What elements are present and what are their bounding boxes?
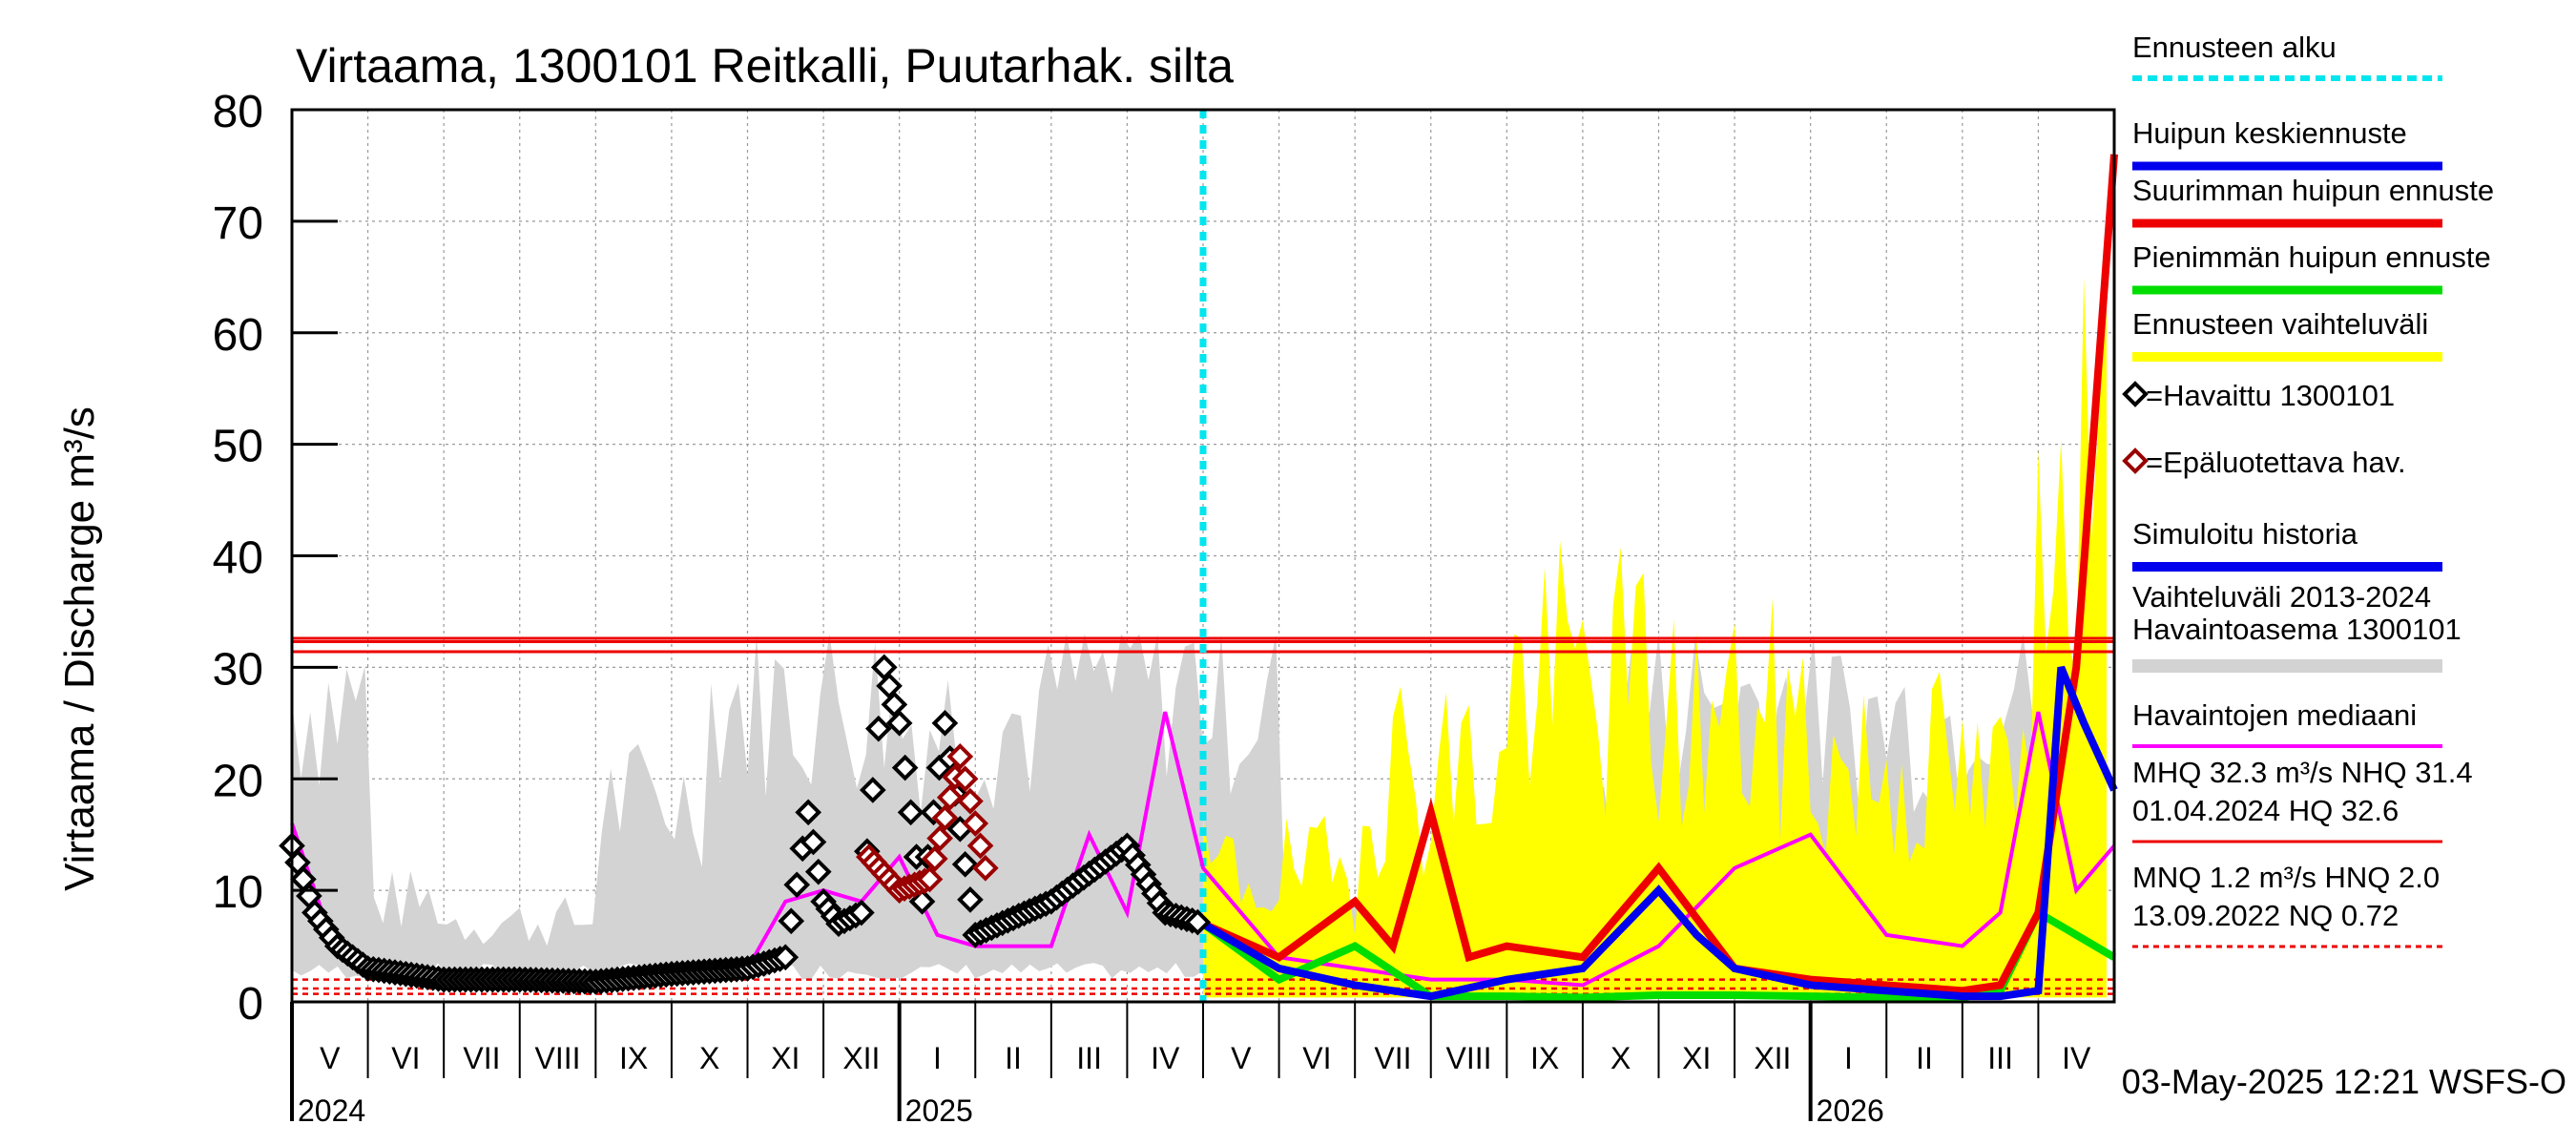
legend-marker xyxy=(2122,381,2149,407)
x-month-label: II xyxy=(1005,1041,1022,1075)
legend-label: =Epäluotettava hav. xyxy=(2146,446,2406,479)
observed-marker xyxy=(908,887,936,915)
legend-label: Pienimmän huipun ennuste xyxy=(2132,240,2491,274)
x-month-label: III xyxy=(1987,1041,2013,1075)
unreliable-marker xyxy=(936,783,964,811)
unreliable-marker xyxy=(962,810,989,837)
x-month-label: II xyxy=(1916,1041,1933,1075)
x-month-label: VII xyxy=(1374,1041,1411,1075)
x-month-label: XII xyxy=(842,1041,880,1075)
legend-label: Huipun keskiennuste xyxy=(2132,116,2407,150)
unreliable-marker xyxy=(926,824,953,852)
y-tick-label: 30 xyxy=(213,644,263,695)
x-month-label: III xyxy=(1076,1041,1102,1075)
series-max-peak-line xyxy=(1201,154,2118,995)
x-month-label: I xyxy=(1844,1041,1853,1075)
y-axis: 0 10 20 30 40 50 60 70 80 xyxy=(213,87,338,1030)
timestamp: 03-May-2025 12:21 WSFS-O xyxy=(2122,1062,2566,1101)
x-month-label: IV xyxy=(1151,1041,1180,1075)
y-tick-label: 80 xyxy=(213,87,263,137)
x-month-label: V xyxy=(1231,1041,1252,1075)
x-month-label: VIII xyxy=(535,1041,581,1075)
legend-label: 13.09.2022 NQ 0.72 xyxy=(2132,899,2399,932)
legend-marker xyxy=(2122,448,2149,474)
chart-title: Virtaama, 1300101 Reitkalli, Puutarhak. … xyxy=(296,39,1234,93)
x-month-label: VIII xyxy=(1446,1041,1492,1075)
y-axis-label: Virtaama / Discharge m³/s xyxy=(56,406,103,891)
y-tick-label: 10 xyxy=(213,867,263,918)
y-tick-label: 50 xyxy=(213,422,263,472)
x-month-label: I xyxy=(933,1041,942,1075)
x-year-label: 2025 xyxy=(905,1093,973,1128)
x-month-label: V xyxy=(320,1041,341,1075)
x-axis: V VI VII VIII IX X XI XII I II III IV V VI VII VIII IX X X… xyxy=(290,1002,2091,1128)
legend-label: 01.04.2024 HQ 32.6 xyxy=(2132,794,2399,827)
legend-label: Suurimman huipun ennuste xyxy=(2132,174,2494,207)
unreliable-marker xyxy=(972,854,999,882)
x-year-label: 2024 xyxy=(298,1093,365,1128)
x-month-label: VI xyxy=(1302,1041,1331,1075)
observed-marker xyxy=(800,828,827,856)
legend-label: Vaihteluväli 2013-2024 xyxy=(2132,580,2431,614)
observed-marker xyxy=(951,851,979,878)
y-tick-label: 60 xyxy=(213,310,263,361)
observed-marker xyxy=(795,799,821,826)
observed-marker xyxy=(772,944,800,971)
x-month-label: VI xyxy=(391,1041,420,1075)
x-month-label: X xyxy=(1610,1041,1631,1075)
x-year-label: 2026 xyxy=(1817,1093,1884,1128)
legend-label: Ennusteen vaihteluväli xyxy=(2132,307,2428,341)
y-tick-label: 40 xyxy=(213,533,263,584)
observed-marker xyxy=(864,715,892,742)
observed-marker xyxy=(891,754,919,781)
legend-label: Havaintoasema 1300101 xyxy=(2132,613,2462,646)
unreliable-marker xyxy=(966,832,994,860)
x-month-label: X xyxy=(699,1041,719,1075)
legend-label: =Havaittu 1300101 xyxy=(2146,379,2395,412)
observed-marker xyxy=(778,907,805,935)
unreliable-marker-group xyxy=(856,743,999,904)
observed-marker xyxy=(931,709,959,737)
plot-area xyxy=(279,110,2118,1002)
x-month-label: IV xyxy=(2062,1041,2091,1075)
unreliable-marker xyxy=(916,865,944,893)
legend-label: MNQ 1.2 m³/s HNQ 2.0 xyxy=(2132,861,2440,894)
observed-marker xyxy=(804,858,832,885)
observed-marker xyxy=(957,886,984,913)
observed-marker xyxy=(859,777,886,803)
y-tick-label: 70 xyxy=(213,198,263,249)
legend: Ennusteen alku Huipun keskiennuste Suurimm… xyxy=(2122,31,2494,948)
legend-label: Ennusteen alku xyxy=(2132,31,2337,64)
x-month-label: IX xyxy=(1530,1041,1559,1075)
legend-label: MHQ 32.3 m³/s NHQ 31.4 xyxy=(2132,756,2473,789)
observed-marker xyxy=(897,799,924,826)
observed-marker xyxy=(885,709,913,737)
x-month-label: XI xyxy=(1682,1041,1711,1075)
observed-marker xyxy=(848,899,875,926)
unreliable-marker xyxy=(951,765,979,793)
legend-label: Simuloitu historia xyxy=(2132,517,2358,551)
observed-marker xyxy=(783,871,811,899)
x-month-label: IX xyxy=(619,1041,648,1075)
legend-label: Havaintojen mediaani xyxy=(2132,698,2417,732)
forecast-range-area xyxy=(1203,277,2108,998)
unreliable-marker xyxy=(946,743,974,770)
observed-marker xyxy=(920,799,947,826)
x-month-label: VII xyxy=(463,1041,500,1075)
unreliable-marker xyxy=(957,787,984,815)
observed-marker xyxy=(881,691,908,718)
x-month-label: XII xyxy=(1754,1041,1791,1075)
unreliable-marker xyxy=(931,804,959,831)
unreliable-marker xyxy=(921,845,948,872)
series-mean-peak-line xyxy=(1200,665,2118,1001)
observed-marker xyxy=(1184,908,1212,936)
y-tick-label: 0 xyxy=(238,979,263,1030)
y-tick-label: 20 xyxy=(213,756,263,806)
x-month-label: XI xyxy=(771,1041,800,1075)
observed-marker xyxy=(876,673,903,699)
